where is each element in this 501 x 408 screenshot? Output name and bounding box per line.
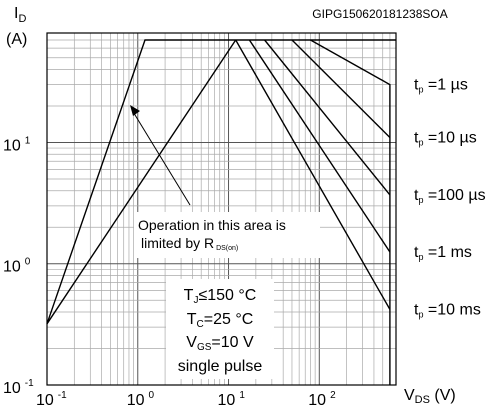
- tick-label-base: 10: [3, 380, 21, 397]
- tick-label-exponent: 1: [239, 390, 245, 401]
- annotation-line-1: Operation in this area is: [138, 217, 286, 233]
- plot-frame: [46, 32, 397, 386]
- condition-line: TJ≤150 °C: [184, 287, 257, 306]
- x-axis-label: VDS (V): [404, 387, 456, 406]
- series-line: [46, 39, 237, 325]
- tick-label: 10 1: [3, 135, 31, 154]
- series-line: [248, 39, 391, 253]
- series-label-post: =1 µs: [423, 77, 467, 94]
- x-axis-label-sub: DS: [415, 394, 430, 406]
- series-line: [264, 39, 391, 196]
- condition-post: =10 V: [211, 334, 254, 351]
- tick-label: 10 0: [3, 257, 31, 276]
- series-label-post: =10 µs: [423, 129, 476, 146]
- conditions-box-bg: [166, 279, 274, 379]
- condition-post: ≤150 °C: [198, 287, 256, 304]
- series-label-sub: p: [418, 85, 423, 95]
- condition-sub: J: [193, 295, 198, 306]
- annotation-arrowhead: [130, 105, 140, 116]
- condition-line: single pulse: [178, 358, 263, 375]
- series-line: [291, 39, 391, 138]
- series-label: tp =100 µs: [414, 187, 486, 205]
- y-tick-labels: 10 -1 10 0 10 1: [3, 135, 34, 397]
- y-axis-label: ID: [14, 5, 26, 25]
- tick-label-base: 10: [308, 392, 326, 408]
- tick-label-base: 10: [36, 392, 54, 408]
- annotation-arrow: [131, 109, 191, 206]
- tick-label: 10 1: [218, 390, 246, 408]
- tick-label-base: 10: [127, 392, 145, 408]
- tick-label: 10 2: [308, 390, 336, 408]
- series-label-sub: p: [418, 137, 423, 147]
- annotation-line-2-sub: DS(on): [214, 245, 238, 252]
- series-line: [310, 39, 391, 385]
- series-label-pre: t: [414, 77, 419, 94]
- series-line: [46, 39, 396, 325]
- x-axis-label-unit: (V): [430, 387, 456, 404]
- y-axis-unit: (A): [6, 31, 27, 48]
- series-line: [235, 39, 391, 310]
- tick-label-exponent: -1: [58, 390, 67, 401]
- tick-label-base: 10: [3, 259, 21, 276]
- tick-label-exponent: 2: [330, 390, 336, 401]
- x-axis-label-main: V: [404, 387, 415, 404]
- condition-pre: single pulse: [178, 358, 263, 375]
- tick-label: 10 0: [127, 390, 155, 408]
- series-label-post: =10 ms: [423, 301, 480, 318]
- series-label-sub: p: [418, 252, 423, 262]
- condition-line: VGS=10 V: [186, 334, 254, 353]
- series-label-pre: t: [414, 129, 419, 146]
- condition-pre: T: [184, 287, 194, 304]
- series-label-pre: t: [414, 244, 419, 261]
- annotation-line-2: limited by R DS(on): [141, 235, 238, 252]
- y-axis-label-sub: D: [18, 13, 26, 25]
- tick-label: 10 -1: [3, 378, 34, 397]
- tick-label: 10 -1: [36, 390, 67, 408]
- operation-area-annotation: Operation in this area is limited by R D…: [130, 105, 320, 258]
- tick-label-exponent: 1: [25, 135, 31, 146]
- condition-post: =25 °C: [204, 311, 254, 328]
- series-label-pre: t: [414, 187, 419, 204]
- tick-label-exponent: -1: [25, 378, 34, 389]
- annotation-box: [134, 212, 320, 258]
- condition-sub: GS: [197, 342, 212, 353]
- condition-pre: V: [186, 334, 197, 351]
- condition-line: TC=25 °C: [187, 311, 254, 330]
- tick-label-exponent: 0: [149, 390, 155, 401]
- series-label-post: =1 ms: [423, 244, 471, 261]
- chart-title: GIPG150620181238SOA: [312, 7, 447, 21]
- y-axis-label-main: I: [14, 5, 18, 22]
- series-label-pre: t: [414, 301, 419, 318]
- series-lines: [46, 39, 396, 385]
- series-label: tp =10 µs: [414, 129, 477, 147]
- series-label-post: =100 µs: [423, 187, 485, 204]
- series-label-sub: p: [418, 309, 423, 319]
- tick-label-exponent: 0: [25, 257, 31, 268]
- annotation-line-2-main: limited by R: [141, 235, 214, 251]
- tick-label-base: 10: [218, 392, 236, 408]
- tick-label-base: 10: [3, 137, 21, 154]
- x-tick-labels: 10 -1 10 0 10 1 10 2: [36, 390, 336, 408]
- condition-sub: C: [197, 319, 204, 330]
- series-label-sub: p: [418, 195, 423, 205]
- series-label: tp =1 µs: [414, 77, 468, 95]
- condition-pre: T: [187, 311, 197, 328]
- series-label: tp =10 ms: [414, 301, 481, 319]
- series-label: tp =1 ms: [414, 244, 472, 262]
